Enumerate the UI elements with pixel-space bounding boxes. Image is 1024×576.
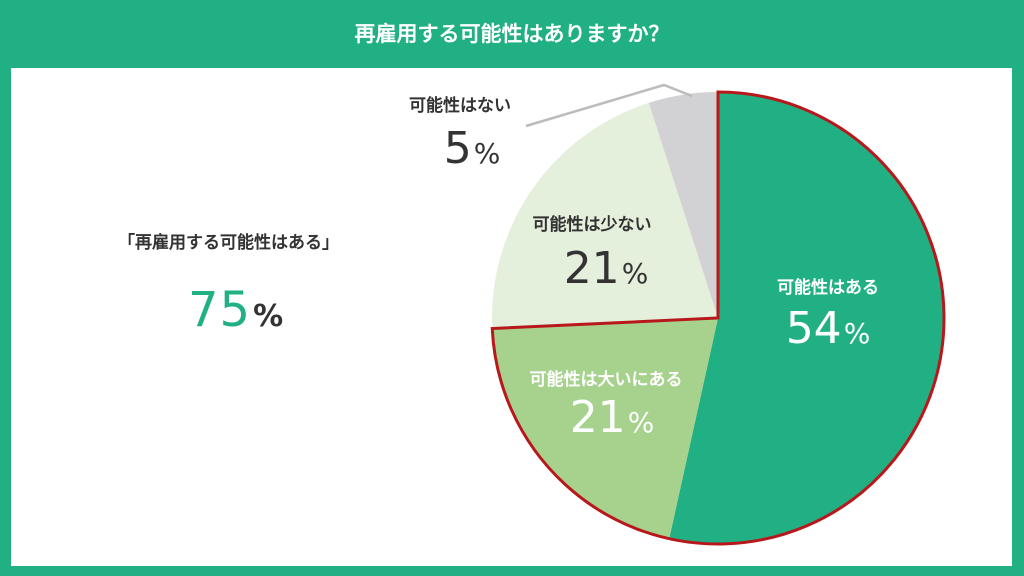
chart-title: 再雇用する可能性はありますか？ [354,22,670,46]
pie-slice-3 [648,92,718,318]
slice-label-0: 可能性はある [777,277,879,298]
slice-value-0: 54% [786,303,871,354]
highlight-outline [490,90,946,546]
summary-value: 75% [188,282,388,338]
summary-number: 75 [188,282,252,338]
slice-value-3: 5% [444,123,501,174]
slice-label-2: 可能性は少ない [533,214,652,235]
slice-label-1: 可能性は大いにある [530,369,683,390]
pie-slice-1 [492,318,718,539]
pie-slice-0 [669,92,945,544]
slice-value-2: 21% [564,243,649,294]
pie-slice-2 [492,102,718,329]
leader-line [525,83,693,128]
slice-value-1: 21% [570,392,655,443]
slice-label-3: 可能性はない [409,95,511,116]
summary-unit: % [253,299,285,334]
summary-label: 「再雇用する可能性はある」 [118,233,339,253]
